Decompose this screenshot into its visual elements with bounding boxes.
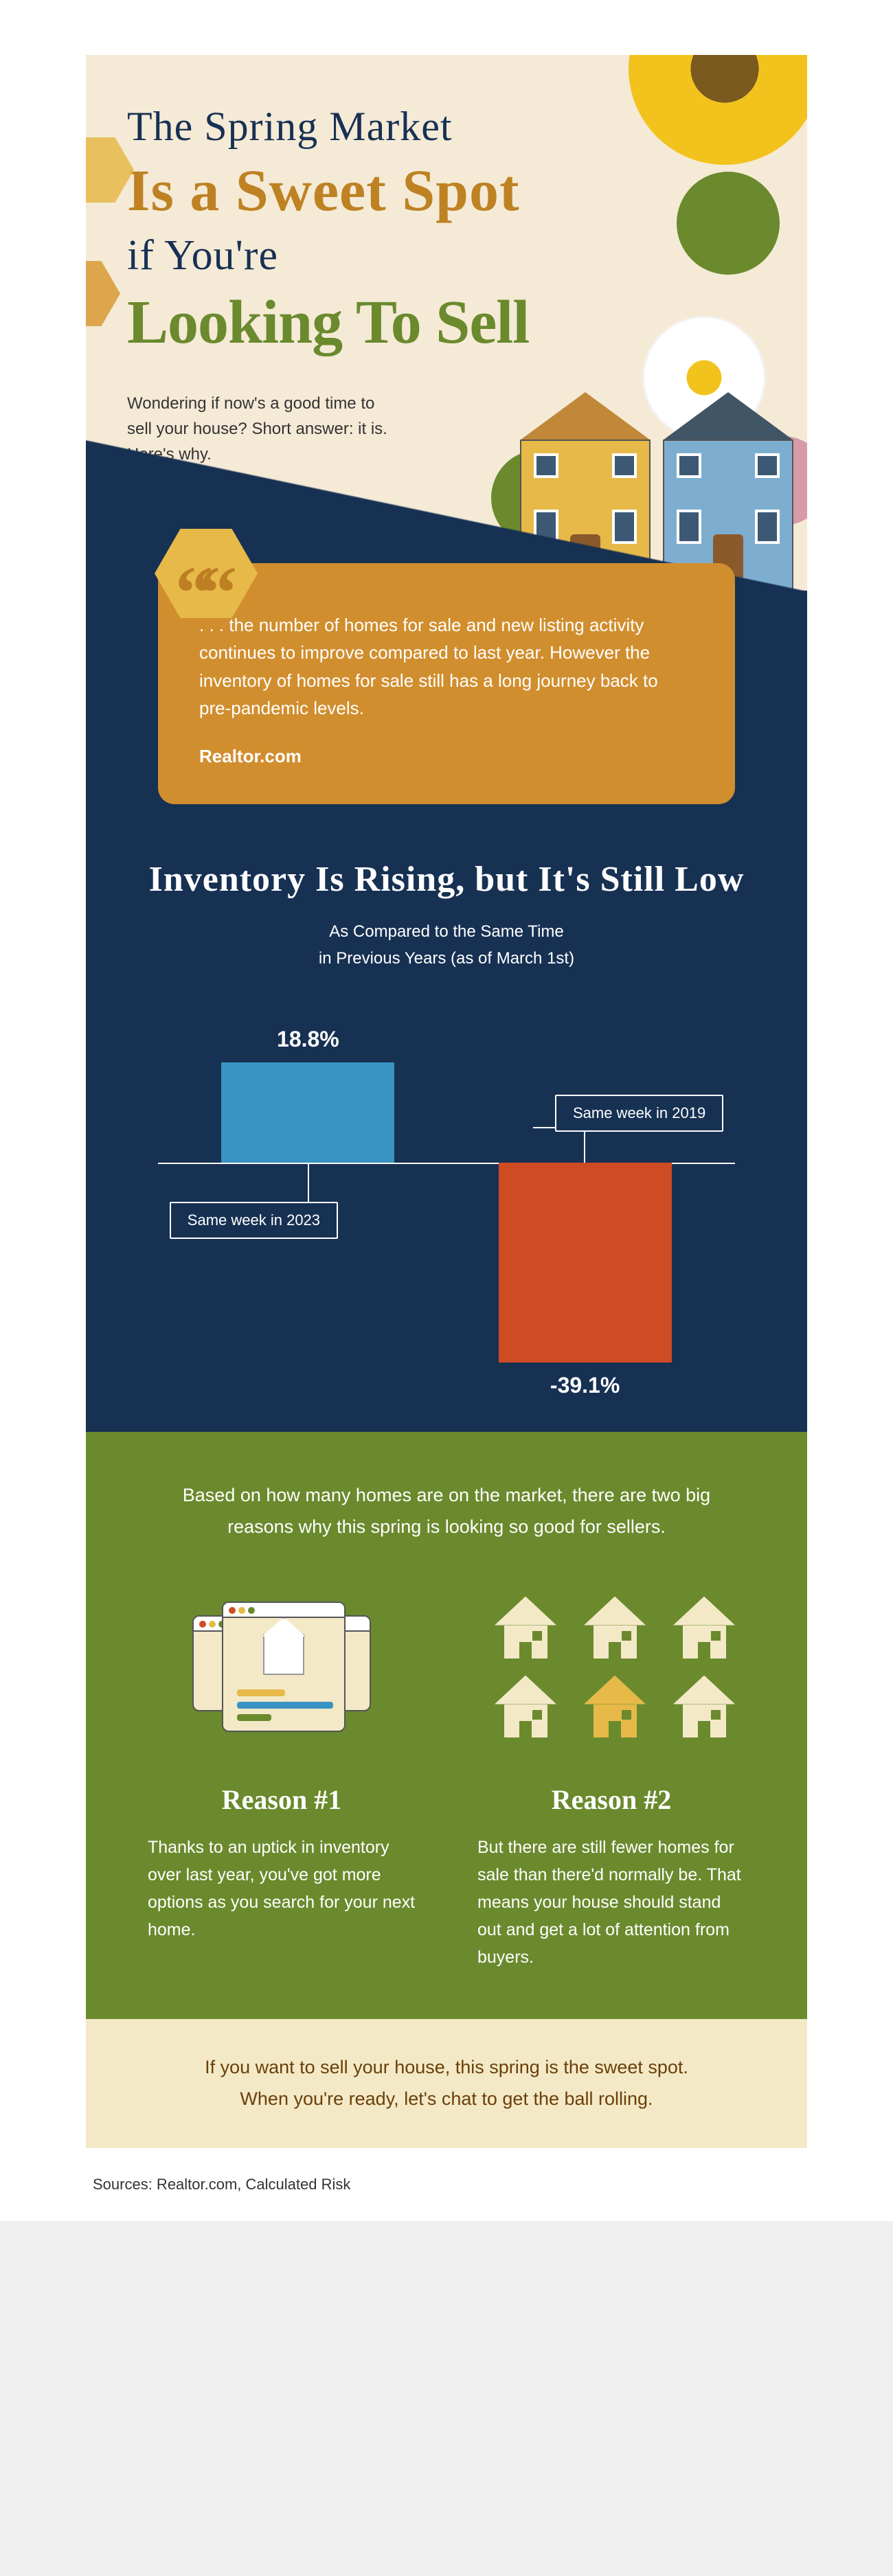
- bar-chart: 18.8% Same week in 2023 -39.1% Same week…: [158, 1027, 735, 1384]
- chart-title: Inventory Is Rising, but It's Still Low: [86, 859, 807, 900]
- bar-negative: -39.1%: [499, 1163, 672, 1363]
- reason-1-body: Thanks to an uptick in inventory over la…: [141, 1834, 422, 1944]
- chart-header: Inventory Is Rising, but It's Still Low …: [86, 832, 807, 972]
- bar-label-2019: Same week in 2019: [555, 1095, 723, 1132]
- chart-subtitle-line: As Compared to the Same Time: [329, 922, 563, 941]
- listings-cards-icon: [192, 1602, 371, 1732]
- quote-text: . . . the number of homes for sale and n…: [199, 611, 694, 722]
- sources-text: Sources: Realtor.com, Calculated Risk: [86, 2148, 807, 2200]
- reason-1: Reason #1 Thanks to an uptick in invento…: [141, 1577, 422, 1971]
- title-line-3: if You're: [127, 231, 766, 280]
- house-grid-icon: [495, 1597, 728, 1737]
- quote-block: . . . the number of homes for sale and n…: [86, 563, 807, 804]
- connector-line: [308, 1163, 309, 1202]
- quote-cite: Realtor.com: [199, 742, 694, 770]
- reasons-intro: Based on how many homes are on the marke…: [141, 1480, 752, 1577]
- reason-1-title: Reason #1: [141, 1783, 422, 1816]
- bar-label-2023: Same week in 2023: [170, 1202, 338, 1239]
- hexagon-decoration: [86, 261, 120, 326]
- cta-section: If you want to sell your house, this spr…: [86, 2019, 807, 2148]
- reason-2-illustration: [471, 1577, 752, 1756]
- flower-icon: [677, 172, 780, 275]
- reason-1-illustration: [141, 1577, 422, 1756]
- chart-section: . . . the number of homes for sale and n…: [86, 591, 807, 1432]
- reason-2-body: But there are still fewer homes for sale…: [471, 1834, 752, 1971]
- bar-positive: 18.8%: [221, 1062, 394, 1163]
- connector-line: [584, 1127, 585, 1163]
- cta-line-1: If you want to sell your house, this spr…: [205, 2057, 688, 2077]
- reasons-section: Based on how many homes are on the marke…: [86, 1432, 807, 2019]
- chart-subtitle-line: in Previous Years (as of March 1st): [319, 949, 574, 968]
- infographic: The Spring Market Is a Sweet Spot if You…: [86, 55, 807, 2148]
- bar-value-label: -39.1%: [499, 1373, 672, 1398]
- chart-subtitle: As Compared to the Same Time in Previous…: [86, 919, 807, 972]
- page-container: The Spring Market Is a Sweet Spot if You…: [0, 0, 893, 2221]
- reason-2-title: Reason #2: [471, 1783, 752, 1816]
- reason-2: Reason #2 But there are still fewer home…: [471, 1577, 752, 1971]
- title-line-2: Is a Sweet Spot: [127, 156, 766, 225]
- bar-value-label: 18.8%: [221, 1027, 394, 1052]
- quote-card: . . . the number of homes for sale and n…: [158, 563, 735, 804]
- cta-line-2: When you're ready, let's chat to get the…: [240, 2088, 653, 2109]
- reasons-row: Reason #1 Thanks to an uptick in invento…: [141, 1577, 752, 1971]
